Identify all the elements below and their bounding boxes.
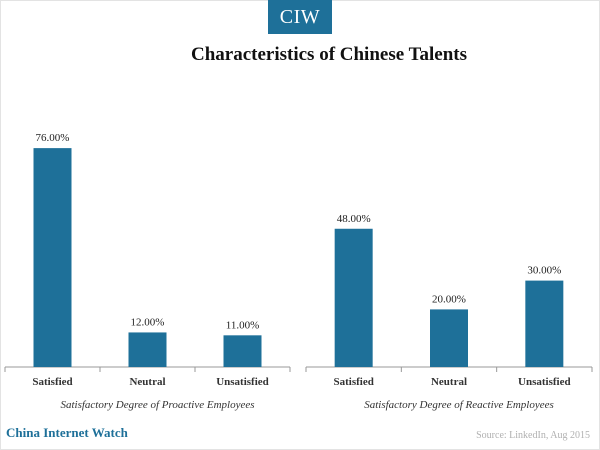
- chart-2-x-axis-label: Satisfactory Degree of Reactive Employee…: [364, 399, 554, 411]
- chart-1-bar: [128, 332, 167, 367]
- chart-1-data-label: 11.00%: [226, 319, 260, 331]
- chart-2-bar: [334, 228, 373, 367]
- chart-1-bar: [33, 148, 72, 367]
- chart-2-tick-label: Satisfied: [333, 376, 373, 388]
- chart-2-data-label: 30.00%: [527, 265, 561, 277]
- chart-1-tick-label: Unsatisfied: [216, 376, 269, 388]
- chart-title: Characteristics of Chinese Talents: [190, 44, 467, 65]
- chart-1-x-axis-label: Satisfactory Degree of Proactive Employe…: [60, 399, 254, 411]
- chart-1-tick-label: Neutral: [129, 376, 165, 388]
- footer-source: Source: LinkedIn, Aug 2015: [476, 430, 590, 441]
- footer-brand: China Internet Watch: [6, 425, 128, 440]
- chart-2-bar: [430, 309, 468, 367]
- chart-2-data-label: 48.00%: [337, 213, 371, 225]
- chart-2-bar: [525, 280, 564, 367]
- chart-2-data-label: 20.00%: [432, 293, 466, 305]
- chart-2-tick-label: Unsatisfied: [518, 376, 571, 388]
- ciw-logo: CIW: [268, 0, 332, 34]
- chart-1-tick-label: Satisfied: [32, 376, 72, 388]
- chart-1-bar: [223, 335, 262, 367]
- chart-2-tick-label: Neutral: [431, 376, 467, 388]
- logo-text: CIW: [279, 5, 321, 28]
- chart-1-data-label: 76.00%: [36, 132, 70, 144]
- chart-1-data-label: 12.00%: [131, 316, 165, 328]
